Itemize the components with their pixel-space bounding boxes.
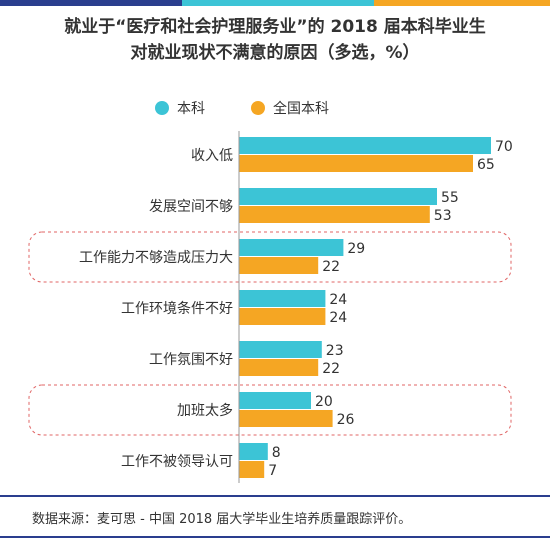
data-label-series2: 65 <box>477 157 495 173</box>
data-label-series1: 29 <box>347 241 365 257</box>
legend-swatch-series2 <box>251 101 265 115</box>
bar-series1 <box>239 290 326 307</box>
data-label-series1: 23 <box>326 343 344 359</box>
data-label-series2: 26 <box>337 412 355 428</box>
data-label-series1: 70 <box>495 139 513 155</box>
bar-series2 <box>239 410 333 427</box>
category-label: 工作能力不够造成压力大 <box>79 250 233 266</box>
legend-item-series2: 全国本科 <box>251 98 329 118</box>
bar-series2 <box>239 461 265 478</box>
chart-title: 就业于“医疗和社会护理服务业”的 2018 届本科毕业生 对就业现状不满意的原因… <box>0 14 550 66</box>
data-label-series1: 8 <box>272 445 281 461</box>
data-label-series1: 20 <box>315 394 333 410</box>
bar-series1 <box>239 392 311 409</box>
legend-swatch-series1 <box>155 101 169 115</box>
chart-title-line-2: 对就业现状不满意的原因（多选，%） <box>130 43 420 63</box>
bar-series2 <box>239 155 473 172</box>
bar-series1 <box>239 341 322 358</box>
top-color-bar <box>0 0 550 6</box>
data-label-series1: 55 <box>441 190 459 206</box>
category-label: 加班太多 <box>177 402 233 419</box>
category-label: 发展空间不够 <box>149 199 233 215</box>
bar-series1 <box>239 443 268 460</box>
category-label: 工作环境条件不好 <box>121 300 233 317</box>
top-bar-segment-blue <box>0 0 182 6</box>
category-label: 工作氛围不好 <box>149 352 233 368</box>
footer-divider-bottom <box>0 536 550 538</box>
category-label: 工作不被领导认可 <box>121 454 233 470</box>
bar-series2 <box>239 359 319 376</box>
legend-label-series2: 全国本科 <box>273 101 329 117</box>
data-label-series2: 22 <box>322 259 340 275</box>
chart-title-line-1: 就业于“医疗和社会护理服务业”的 2018 届本科毕业生 <box>64 17 486 37</box>
bar-series2 <box>239 308 326 325</box>
legend-label-series1: 本科 <box>177 101 205 117</box>
data-label-series1: 24 <box>329 292 347 308</box>
highlight-frame <box>28 384 512 436</box>
bar-series1 <box>239 188 437 205</box>
legend: 本科 全国本科 <box>155 98 375 118</box>
top-bar-segment-orange <box>374 0 550 6</box>
highlight-frame <box>28 231 512 283</box>
data-source-note: 数据来源：麦可思 - 中国 2018 届大学毕业生培养质量跟踪评价。 <box>32 512 412 527</box>
bar-series1 <box>239 239 344 256</box>
data-label-series2: 53 <box>434 208 452 224</box>
legend-item-series1: 本科 <box>155 98 205 118</box>
top-bar-segment-teal <box>182 0 374 6</box>
data-label-series2: 22 <box>322 361 340 377</box>
bar-series2 <box>239 206 430 223</box>
bar-series1 <box>239 137 491 154</box>
bar-series2 <box>239 257 319 274</box>
category-label: 收入低 <box>191 148 233 164</box>
data-label-series2: 24 <box>329 310 347 326</box>
data-label-series2: 7 <box>268 463 277 479</box>
footer-divider-top <box>0 495 550 497</box>
